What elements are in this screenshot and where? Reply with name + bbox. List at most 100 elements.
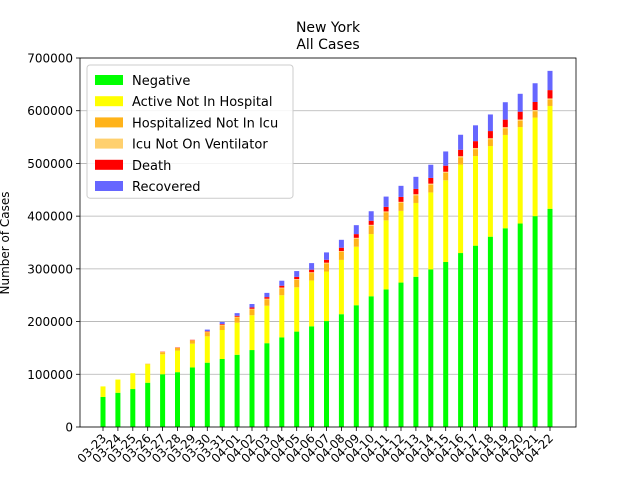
chart-title: New York: [296, 20, 361, 36]
bar-04-09-4: [353, 234, 359, 238]
bar-04-09-5: [353, 225, 359, 235]
legend-swatch-2: [95, 117, 123, 128]
bar-04-07-1: [324, 271, 329, 322]
bar-04-07-5: [324, 252, 329, 260]
y-tick-label-4: 400000: [27, 210, 73, 224]
plot-frame: [79, 57, 577, 428]
legend-label-0: Negative: [132, 74, 190, 89]
bar-03-29-1: [189, 343, 195, 368]
bar-04-14-0: [428, 269, 434, 427]
bar-04-16-1: [458, 164, 464, 254]
bar-04-16-0: [458, 253, 464, 427]
bar-04-20-2: [517, 120, 523, 128]
bar-03-28-1: [175, 350, 180, 373]
bar-04-06-1: [309, 280, 315, 327]
bar-03-23-0: [100, 396, 106, 427]
bar-03-25-1: [130, 373, 136, 390]
bar-04-18-0: [487, 236, 493, 427]
bar-04-05-0: [294, 331, 300, 427]
bar-04-03-4: [264, 297, 270, 299]
bar-04-20-4: [517, 111, 523, 120]
bar-04-09-2: [353, 238, 359, 247]
bar-03-27-0: [160, 374, 166, 427]
bar-04-08-2: [338, 251, 344, 260]
legend-label-3: Icu Not On Ventilator: [132, 138, 268, 153]
bar-04-08-3: [338, 251, 344, 252]
bar-04-19-3: [502, 127, 508, 129]
bar-04-06-3: [309, 272, 315, 274]
bar-03-24-1: [115, 379, 121, 393]
bar-04-22-1: [547, 105, 553, 209]
bar-04-18-5: [487, 114, 493, 132]
bar-04-20-0: [517, 223, 523, 427]
bar-04-19-0: [502, 228, 508, 427]
bar-03-28-2: [175, 347, 180, 351]
bar-04-12-1: [398, 210, 404, 283]
bar-04-09-1: [353, 246, 359, 306]
bar-04-17-2: [473, 149, 478, 157]
legend-swatch-0: [95, 75, 123, 85]
bar-04-11-1: [383, 220, 389, 290]
bar-03-30-4: [204, 331, 210, 332]
bar-04-01-5: [234, 313, 240, 316]
bar-04-03-1: [264, 305, 270, 344]
bar-04-04-5: [279, 280, 285, 286]
y-tick-label-2: 200000: [27, 315, 73, 329]
bar-04-04-4: [279, 285, 285, 288]
bar-04-04-0: [279, 337, 285, 427]
bar-04-01-2: [234, 317, 240, 323]
bar-04-13-2: [413, 195, 419, 203]
bar-03-29-0: [189, 367, 195, 427]
bar-04-22-2: [547, 99, 553, 106]
bar-04-19-4: [502, 119, 508, 128]
bar-04-05-1: [294, 287, 300, 332]
bar-04-12-2: [398, 202, 404, 211]
bar-04-17-5: [473, 125, 478, 142]
bar-04-11-5: [383, 196, 389, 207]
bar-04-15-1: [443, 180, 449, 263]
bar-04-05-5: [294, 271, 300, 277]
bar-03-31-5: [219, 321, 225, 325]
bar-04-10-3: [368, 224, 374, 226]
bar-03-31-3: [219, 324, 225, 326]
bar-04-03-5: [264, 292, 270, 298]
bar-03-26-0: [145, 382, 151, 427]
legend-label-1: Active Not In Hospital: [132, 95, 273, 110]
bar-04-17-3: [473, 147, 478, 150]
y-tick-label-6: 600000: [27, 104, 73, 118]
bar-04-05-4: [294, 276, 300, 280]
bar-04-14-3: [428, 183, 434, 185]
bar-03-26-1: [145, 364, 151, 383]
legend-swatch-5: [95, 181, 123, 191]
bar-04-06-2: [309, 273, 315, 281]
bar-04-02-3: [249, 308, 255, 310]
bar-04-21-3: [532, 110, 538, 112]
x-ticks: 03-2303-2403-2503-2603-2703-2803-2903-30…: [75, 427, 556, 466]
bar-04-08-0: [338, 314, 344, 427]
y-tick-label-5: 500000: [27, 157, 73, 171]
bar-04-14-5: [428, 164, 434, 178]
y-tick-label-3: 300000: [27, 262, 73, 276]
bar-04-12-3: [398, 201, 404, 203]
bar-04-02-1: [249, 315, 255, 351]
bar-04-16-2: [458, 157, 464, 165]
bar-04-03-0: [264, 343, 270, 427]
bar-04-19-1: [502, 134, 508, 229]
bar-04-02-4: [249, 307, 255, 309]
bar-04-17-0: [473, 245, 478, 427]
bar-04-15-4: [443, 165, 449, 172]
bar-04-16-5: [458, 134, 464, 150]
bar-04-14-4: [428, 177, 434, 184]
bar-04-13-3: [413, 194, 419, 196]
bar-04-20-1: [517, 127, 523, 224]
bar-04-01-1: [234, 322, 240, 355]
bar-04-10-4: [368, 220, 374, 225]
bar-03-31-4: [219, 324, 225, 325]
bar-04-22-0: [547, 208, 553, 427]
bar-04-06-4: [309, 269, 315, 273]
bar-04-05-2: [294, 279, 300, 288]
bar-03-28-0: [175, 372, 180, 427]
bar-04-21-5: [532, 83, 538, 102]
bar-04-15-3: [443, 171, 449, 173]
bar-04-02-0: [249, 350, 255, 427]
